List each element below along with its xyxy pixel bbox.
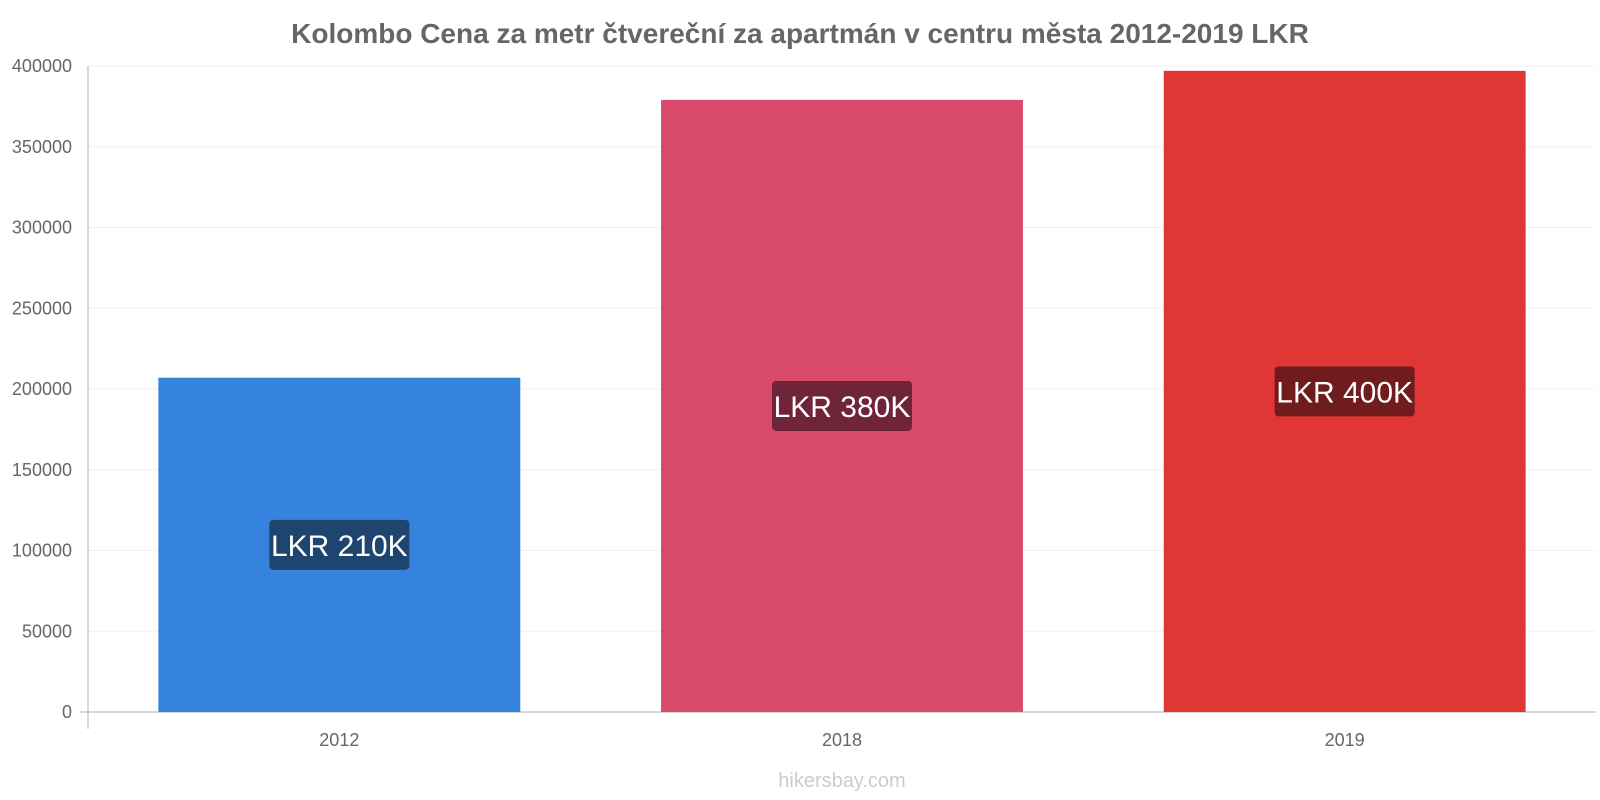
chart-title: Kolombo Cena za metr čtvereční za apartm… bbox=[291, 18, 1309, 49]
y-tick-label: 50000 bbox=[22, 621, 72, 641]
x-axis-ticks: 2012 2018 2019 bbox=[319, 730, 1364, 750]
data-label: LKR 210K bbox=[271, 530, 408, 563]
data-label: LKR 380K bbox=[774, 391, 911, 424]
data-label-box bbox=[269, 519, 410, 570]
x-tick-label: 2018 bbox=[822, 730, 862, 750]
data-label: LKR 400K bbox=[1276, 376, 1413, 409]
y-tick-label: 150000 bbox=[12, 460, 72, 480]
x-tick-label: 2012 bbox=[319, 730, 359, 750]
y-tick-label: 200000 bbox=[12, 379, 72, 399]
data-label-box bbox=[1274, 366, 1415, 417]
y-tick-label: 250000 bbox=[12, 298, 72, 318]
y-tick-label: 300000 bbox=[12, 218, 72, 238]
watermark: hikersbay.com bbox=[778, 770, 905, 792]
y-tick-label: 350000 bbox=[12, 137, 72, 157]
data-label-box bbox=[772, 380, 912, 431]
x-tick-label: 2019 bbox=[1325, 730, 1365, 750]
bars: LKR 210K LKR 380K LKR 400K bbox=[158, 70, 1526, 713]
y-tick-label: 100000 bbox=[12, 541, 72, 561]
y-tick-label: 400000 bbox=[12, 56, 72, 76]
y-tick-label: 0 bbox=[62, 702, 72, 722]
y-axis-ticks: 0 50000 100000 150000 200000 250000 300000 3500… bbox=[12, 56, 72, 722]
